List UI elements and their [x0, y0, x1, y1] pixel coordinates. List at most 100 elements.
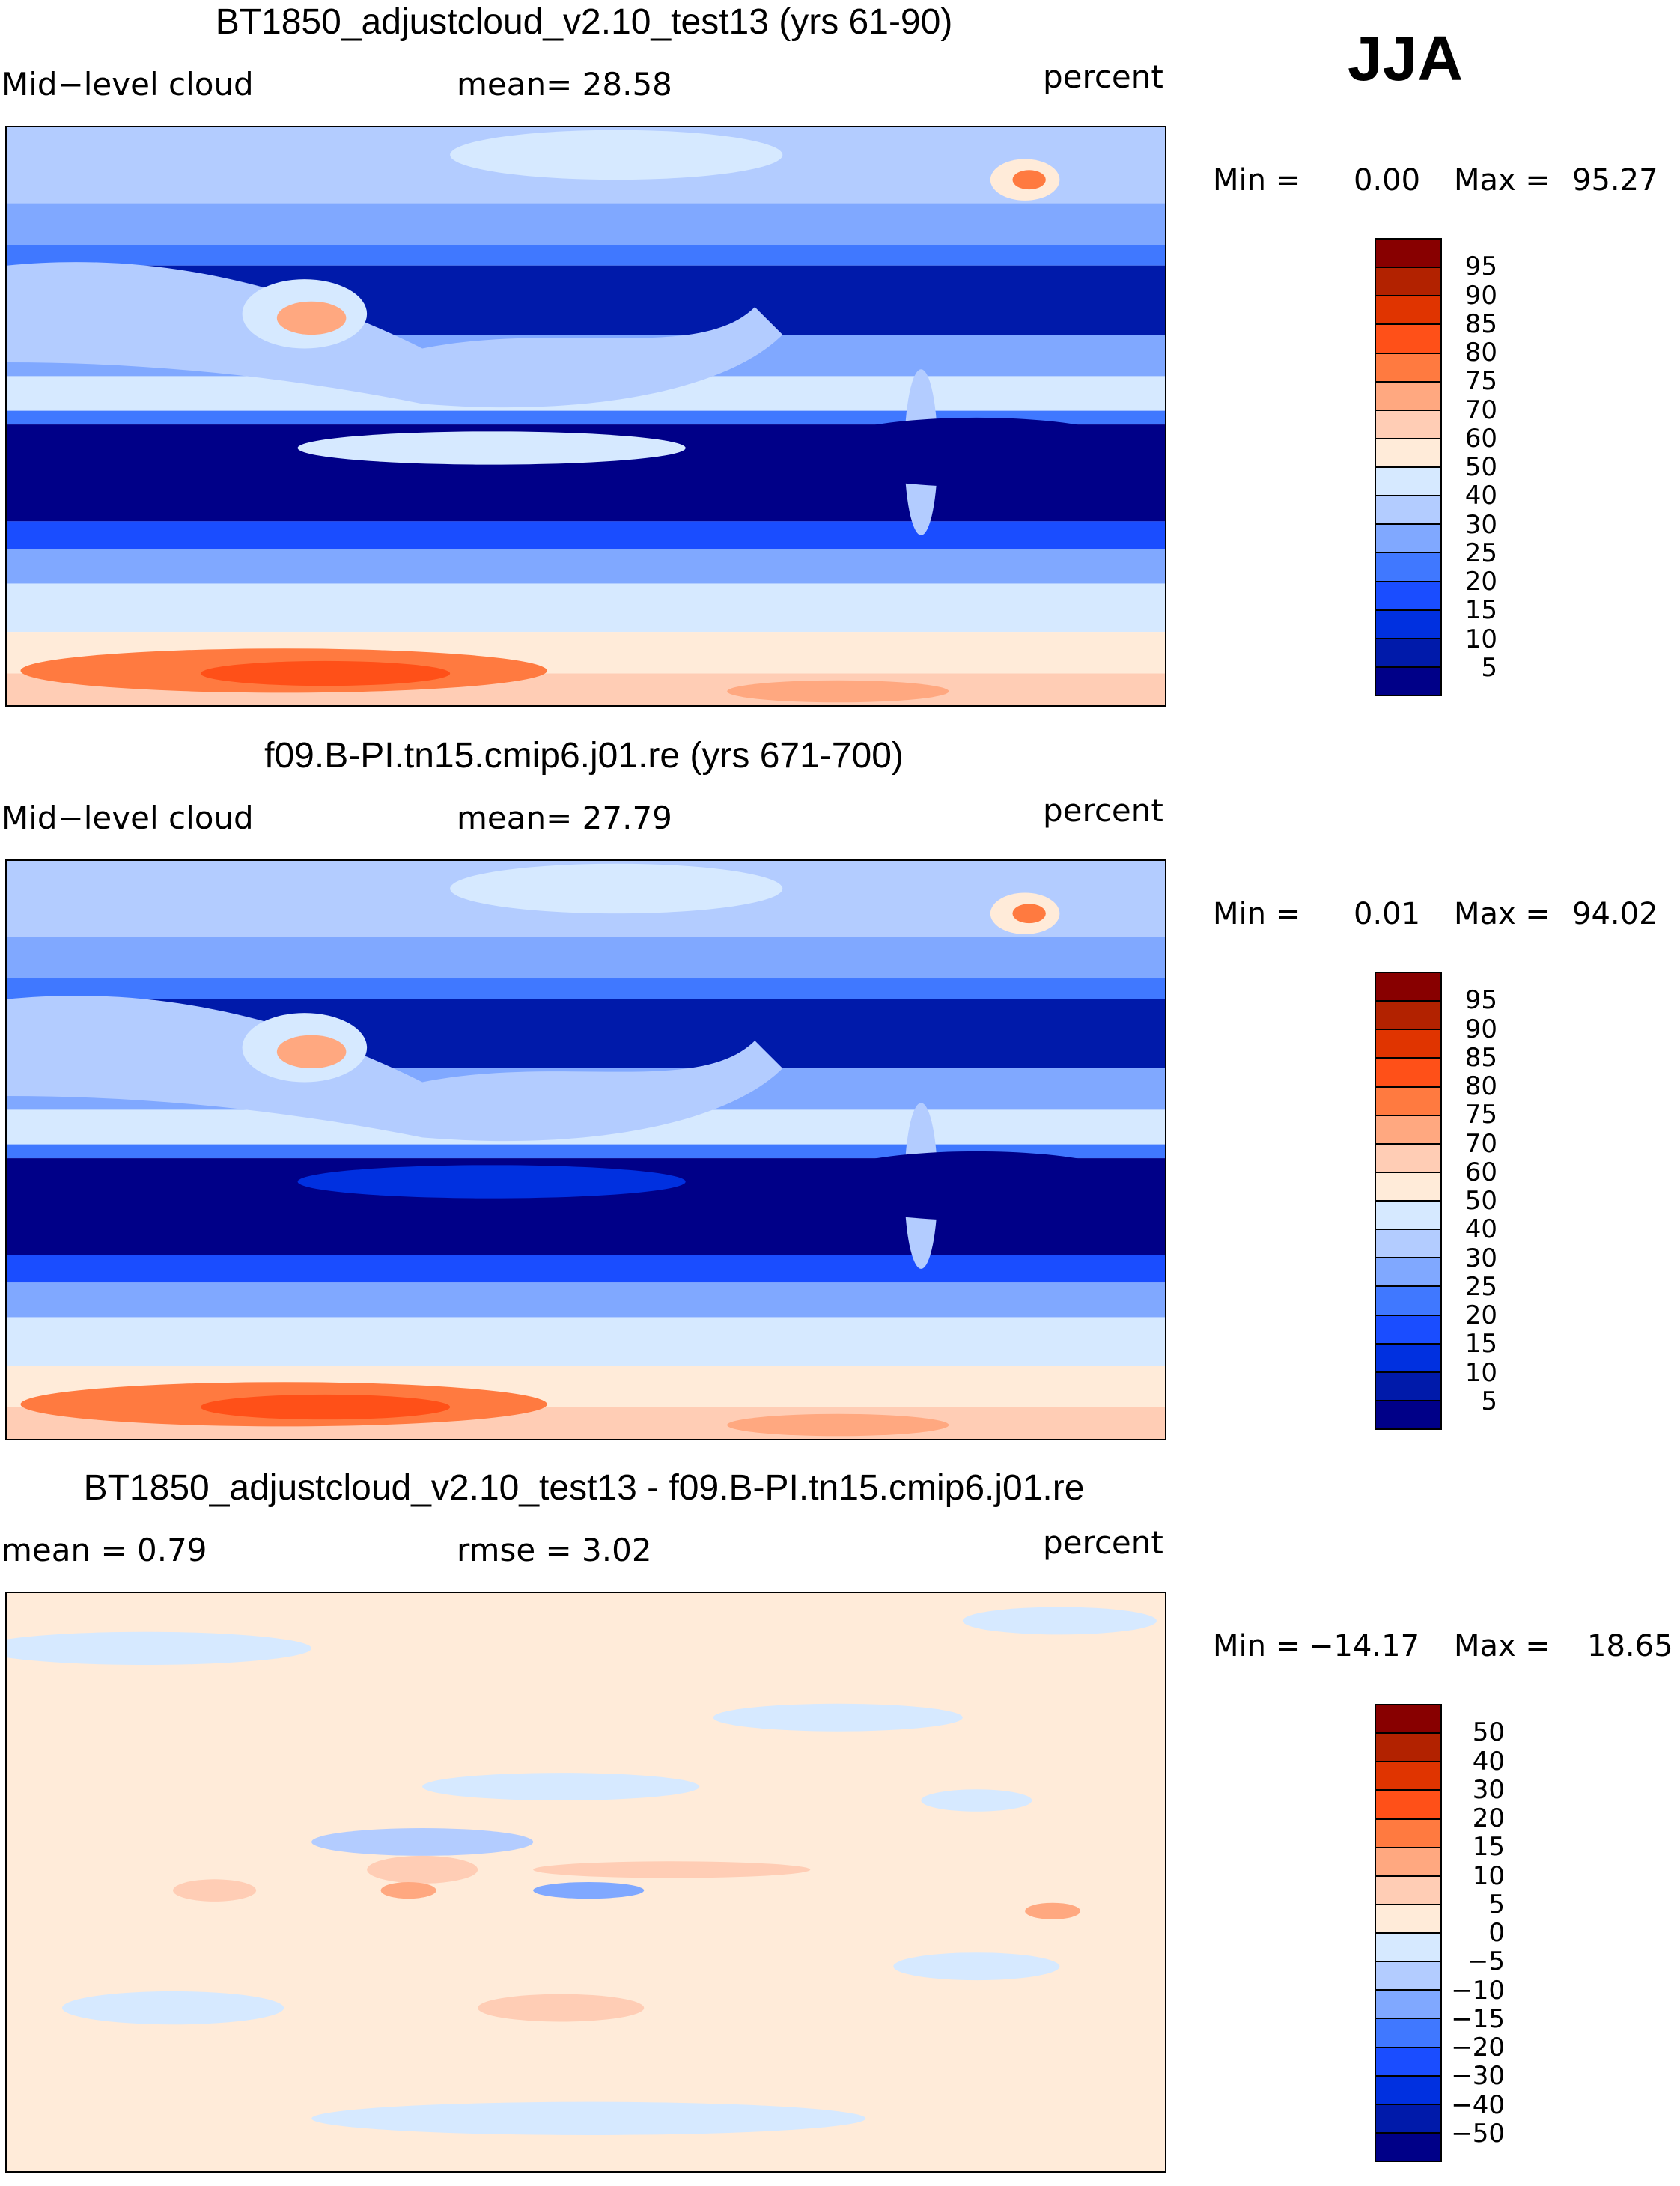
cloud-band: [7, 203, 1165, 245]
colorbar-tick-label: 60: [1464, 1157, 1497, 1187]
colorbar-tick-label: 15: [1472, 1832, 1505, 1863]
colorbar-swatch: [1376, 973, 1440, 1002]
cloud-band: [7, 937, 1165, 978]
min-value: 0.00: [1354, 163, 1421, 198]
colorbar-swatch: [1376, 1819, 1440, 1848]
colorbar-swatch: [1376, 1344, 1440, 1373]
contour-map: [7, 127, 1165, 705]
colorbar-tick-label: 25: [1464, 538, 1497, 568]
contour-region: [276, 301, 347, 335]
colorbar-swatch: [1376, 610, 1440, 639]
contour-region: [7, 1631, 312, 1666]
map-panel: [5, 859, 1166, 1440]
colorbar-tick-label: 90: [1464, 280, 1497, 311]
contour-region: [478, 1994, 645, 2022]
panel-title: f09.B-PI.tn15.cmip6.j01.re (yrs 671-700): [264, 736, 904, 776]
colorbar-tick-label: −10: [1451, 1975, 1505, 2006]
colorbar-swatch: [1376, 667, 1440, 695]
contour-region: [367, 1855, 478, 1884]
colorbar-swatch: [1376, 2133, 1440, 2161]
colorbar-swatch: [1376, 1287, 1440, 1316]
max-label: Max =: [1454, 897, 1550, 931]
cloud-band: [7, 410, 1165, 425]
colorbar-tick-label: −5: [1467, 1946, 1505, 1977]
colorbar-swatch: [1376, 525, 1440, 554]
panel-units-label: percent: [1043, 1524, 1163, 1561]
colorbar-swatch: [1376, 2076, 1440, 2105]
contour-region: [201, 660, 451, 686]
colorbar-swatch: [1376, 1087, 1440, 1116]
colorbar-swatch: [1376, 1230, 1440, 1259]
contour-region: [380, 1882, 436, 1899]
cloud-band: [7, 978, 1165, 999]
contour-region: [893, 1952, 1060, 1981]
contour-map: [7, 1593, 1165, 2171]
colorbar-swatch: [1376, 639, 1440, 668]
colorbar-tick-label: 0: [1488, 1918, 1505, 1948]
min-value: −14.17: [1309, 1629, 1420, 1663]
colorbar-tick-label: 20: [1464, 1300, 1497, 1330]
colorbar-tick-label: 80: [1464, 338, 1497, 368]
colorbar-tick-label: 80: [1464, 1071, 1497, 1101]
contour-region: [7, 262, 783, 408]
colorbar-tick-label: 75: [1464, 366, 1497, 397]
cloud-band: [7, 244, 1165, 266]
colorbar-tick-label: 20: [1472, 1803, 1505, 1833]
colorbar-swatch: [1376, 1401, 1440, 1428]
colorbar-swatch: [1376, 1962, 1440, 1991]
contour-map: [7, 861, 1165, 1439]
contour-region: [810, 1151, 1143, 1221]
cloud-band: [7, 583, 1165, 633]
min-value: 0.01: [1354, 897, 1421, 931]
cloud-band: [7, 1255, 1165, 1283]
colorbar-swatch: [1376, 382, 1440, 411]
colorbar-swatch: [1376, 1991, 1440, 2020]
colorbar-swatch: [1376, 1115, 1440, 1145]
panel-center-label: rmse = 3.02: [457, 1532, 652, 1568]
colorbar-tick-label: 70: [1464, 1128, 1497, 1159]
colorbar-swatch: [1376, 582, 1440, 611]
colorbar-tick-label: 20: [1464, 567, 1497, 597]
contour-region: [450, 863, 783, 914]
colorbar-tick-label: −50: [1451, 2118, 1505, 2149]
colorbar-swatch: [1376, 268, 1440, 297]
season-label: JJA: [1348, 23, 1464, 94]
colorbar-swatch: [1376, 496, 1440, 526]
contour-region: [1025, 1902, 1081, 1919]
colorbar-tick-label: 5: [1488, 1889, 1505, 1919]
contour-region: [533, 1861, 811, 1878]
colorbar-tick-label: 75: [1464, 1100, 1497, 1130]
cloud-band: [7, 521, 1165, 549]
colorbar-swatch: [1376, 1791, 1440, 1820]
colorbar: [1375, 1704, 1442, 2162]
colorbar-swatch: [1376, 1734, 1440, 1763]
contour-region: [7, 996, 783, 1142]
panel-units-label: percent: [1043, 58, 1163, 95]
colorbar-tick-label: 30: [1464, 1243, 1497, 1273]
colorbar-tick-label: 30: [1472, 1774, 1505, 1805]
colorbar-swatch: [1376, 1030, 1440, 1059]
panel-left-label: mean = 0.79: [1, 1532, 207, 1568]
contour-region: [311, 2101, 866, 2135]
colorbar-swatch: [1376, 1372, 1440, 1401]
max-value: 95.27: [1572, 163, 1658, 198]
contour-region: [297, 1165, 686, 1199]
colorbar-swatch: [1376, 410, 1440, 439]
colorbar-swatch: [1376, 1934, 1440, 1963]
colorbar-swatch: [1376, 1705, 1440, 1735]
cloud-band: [7, 549, 1165, 584]
colorbar-tick-label: 85: [1464, 1042, 1497, 1073]
colorbar-swatch: [1376, 468, 1440, 497]
colorbar-swatch: [1376, 1905, 1440, 1934]
panel-title: BT1850_adjustcloud_v2.10_test13 - f09.B-…: [83, 1468, 1085, 1508]
max-label: Max =: [1454, 1629, 1550, 1663]
contour-region: [62, 1991, 284, 2025]
colorbar: [1375, 238, 1442, 696]
cloud-band: [7, 1282, 1165, 1318]
colorbar-tick-label: 30: [1464, 509, 1497, 540]
colorbar-tick-label: 15: [1464, 1329, 1497, 1360]
colorbar: [1375, 972, 1442, 1430]
max-value: 18.65: [1587, 1629, 1673, 1663]
diff-background: [7, 1593, 1165, 2171]
panel-center-label: mean= 28.58: [457, 66, 672, 103]
